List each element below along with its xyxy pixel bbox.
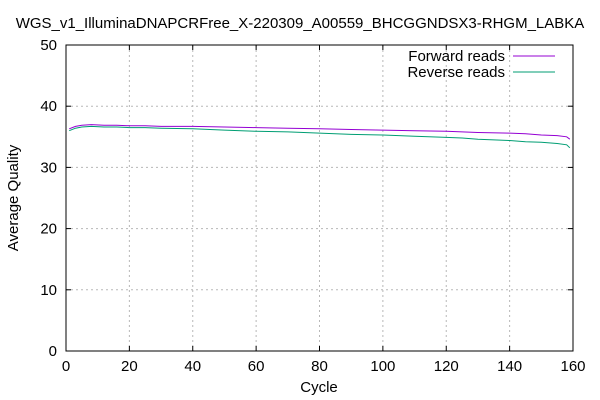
y-tick-label: 20 <box>40 221 57 238</box>
grid <box>66 45 573 351</box>
y-tick-label: 30 <box>40 159 57 176</box>
y-tick-label: 40 <box>40 98 57 115</box>
y-axis-label: Average Quality <box>5 144 22 251</box>
x-tick-label: 40 <box>184 358 201 375</box>
x-tick-label: 100 <box>370 358 395 375</box>
legend-label: Reverse reads <box>407 64 505 81</box>
y-tick-label: 10 <box>40 282 57 299</box>
series-lines <box>69 124 571 149</box>
x-tick-label: 20 <box>121 358 138 375</box>
ticks: 0 20 40 60 80 100 120 140 160 0 10 20 30 40 50 <box>40 37 585 375</box>
plot-frame <box>65 44 574 352</box>
x-tick-label: 160 <box>560 358 585 375</box>
series-line <box>69 125 571 149</box>
x-axis-label: Cycle <box>300 379 338 396</box>
x-tick-label: 120 <box>434 358 459 375</box>
x-tick-label: 140 <box>497 358 522 375</box>
x-tick-label: 60 <box>248 358 265 375</box>
y-tick-label: 50 <box>40 37 57 54</box>
x-tick-label: 0 <box>62 358 70 375</box>
x-tick-label: 80 <box>311 358 328 375</box>
y-tick-label: 0 <box>49 343 57 360</box>
series-line <box>69 124 571 140</box>
legend-label: Forward reads <box>408 48 505 65</box>
chart-title: WGS_v1_IlluminaDNAPCRFree_X-220309_A0055… <box>16 15 585 32</box>
